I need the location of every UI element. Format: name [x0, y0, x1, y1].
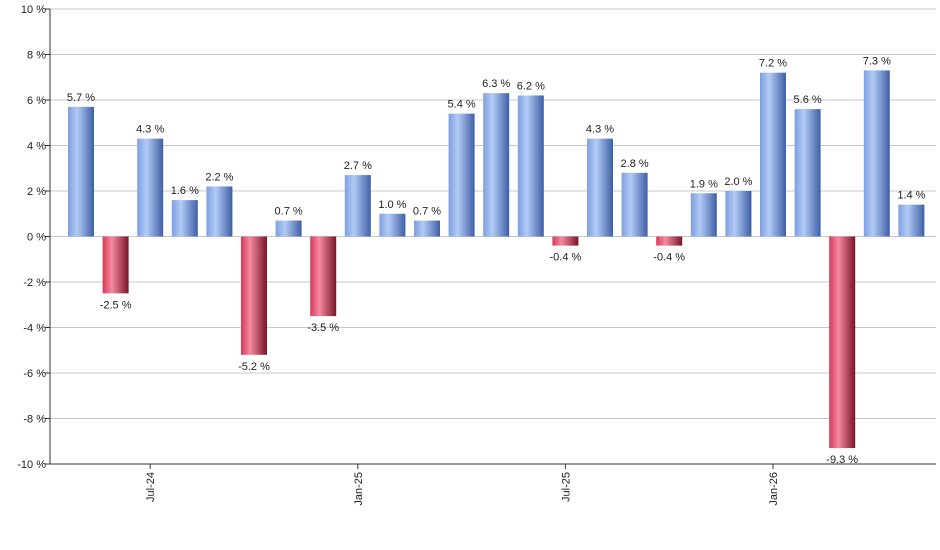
bar: [379, 213, 406, 237]
bar: [587, 138, 613, 237]
bar-value-label: 7.2 %: [759, 58, 787, 70]
bar-value-label: 1.4 %: [897, 190, 925, 202]
bar-value-label: 6.3 %: [482, 78, 510, 90]
bar: [206, 186, 233, 237]
x-tick-label: Jan-26: [768, 472, 780, 506]
bar: [898, 204, 925, 237]
bar: [483, 93, 510, 237]
bar: [310, 236, 337, 317]
bar-value-label: 1.0 %: [378, 199, 406, 211]
bar: [102, 236, 129, 294]
bar-value-label: -2.5 %: [100, 299, 132, 311]
y-tick-label: 8 %: [27, 50, 46, 62]
y-tick-label: 0 %: [27, 232, 46, 244]
x-tick-label: Jan-25: [353, 472, 365, 506]
bars: [68, 70, 925, 449]
y-tick-label: 10 %: [21, 4, 46, 16]
bar-value-label: 1.9 %: [690, 178, 718, 190]
bar: [656, 236, 683, 246]
bar-value-label: 6.2 %: [517, 80, 545, 92]
y-tick-label: 2 %: [27, 186, 46, 198]
data-labels: 5.7 % -2.5 % 4.3 % 1.6 % 2.2 % -5.2 % 0.7 % -3.…: [67, 55, 926, 466]
bar: [863, 70, 890, 237]
y-tick-label: -4 %: [23, 323, 46, 335]
bar: [690, 193, 717, 237]
bar-value-label: 5.4 %: [448, 99, 476, 111]
bar: [448, 113, 475, 237]
bar: [68, 106, 94, 237]
axes: -10 % -8 % -6 % -4 % -2 % 0 % 2 % 4 % 6 % 8 % 10 %…: [17, 4, 936, 506]
bar: [241, 236, 267, 355]
bar: [275, 220, 302, 237]
y-tick-label: 6 %: [27, 95, 46, 107]
y-tick-label: -8 %: [23, 414, 46, 426]
bar: [517, 95, 544, 237]
bar: [725, 191, 752, 237]
y-tick-label: -10 %: [17, 459, 46, 471]
bar-value-label: 2.8 %: [621, 158, 649, 170]
bar-value-label: -0.4 %: [653, 252, 685, 264]
bar: [829, 236, 856, 449]
y-tick-label: -2 %: [23, 277, 46, 289]
bar-value-label: 2.2 %: [205, 171, 233, 183]
bar: [794, 109, 821, 237]
bar-value-label: 2.7 %: [344, 160, 372, 172]
bar: [621, 172, 648, 237]
bar-value-label: 2.0 %: [724, 176, 752, 188]
bar-value-label: -0.4 %: [550, 252, 582, 264]
bar-value-label: -3.5 %: [307, 322, 339, 334]
bar-value-label: 7.3 %: [863, 55, 891, 67]
bar-value-label: 5.7 %: [67, 92, 95, 104]
bar: [171, 200, 198, 237]
x-tick-label: Jul-24: [145, 472, 157, 502]
bar-value-label: 0.7 %: [413, 206, 441, 218]
y-tick-label: 4 %: [27, 141, 46, 153]
bar: [760, 72, 786, 237]
bar-value-label: 4.3 %: [136, 124, 164, 136]
bar: [552, 236, 579, 246]
bar: [344, 175, 371, 237]
bar-value-label: 1.6 %: [171, 185, 199, 197]
bar-value-label: -9.3 %: [826, 454, 858, 466]
y-tick-label: -6 %: [23, 368, 46, 380]
bar-value-label: 5.6 %: [794, 94, 822, 106]
x-tick-label: Jul-25: [560, 472, 572, 502]
bar-value-label: -5.2 %: [238, 361, 270, 373]
bar: [414, 220, 440, 237]
bar: [137, 138, 164, 237]
bar-value-label: 4.3 %: [586, 124, 614, 136]
bar-value-label: 0.7 %: [275, 206, 303, 218]
